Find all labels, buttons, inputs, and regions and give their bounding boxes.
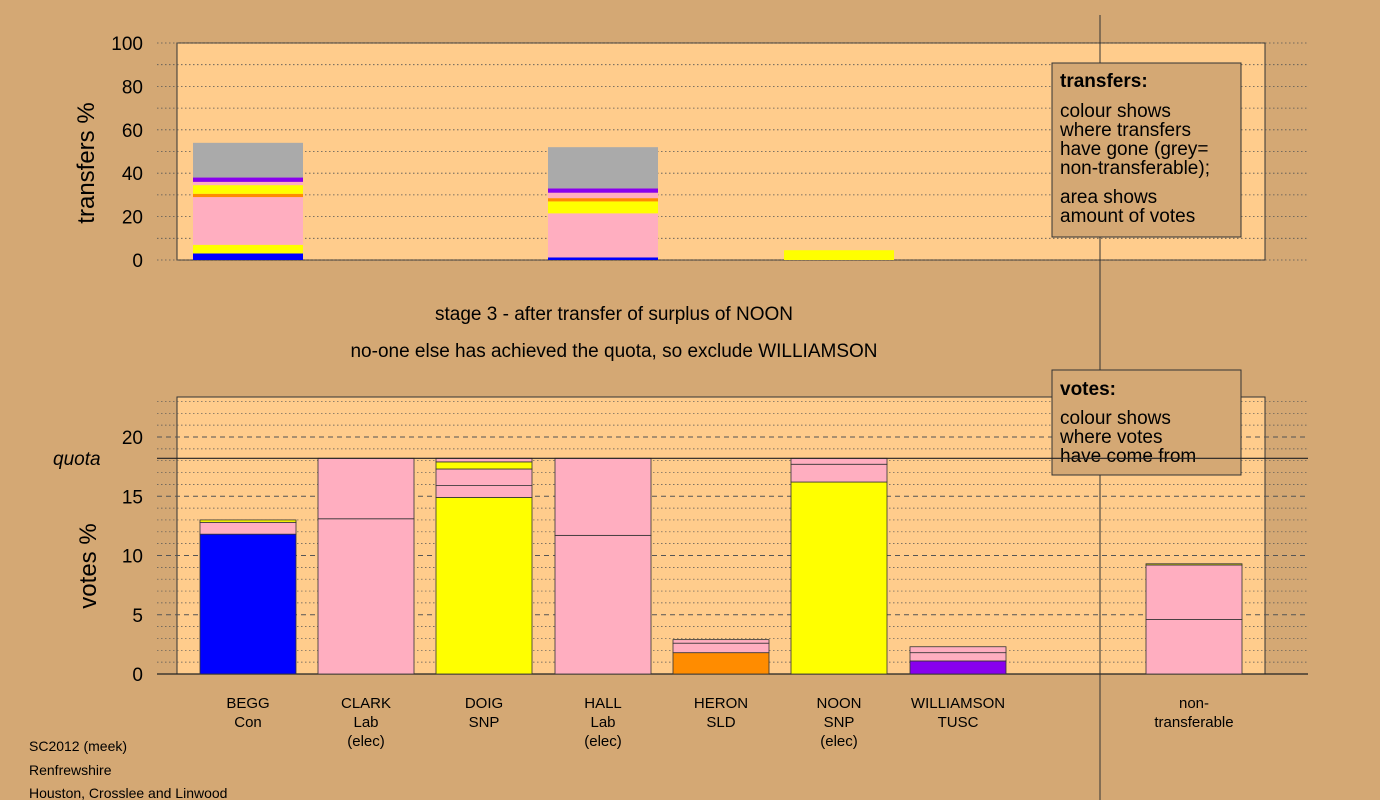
- vote-segment-non-transferable: [1145, 564, 1243, 620]
- vote-segment-noon: [790, 463, 888, 483]
- candidate-label-non-transferable: non-: [1179, 695, 1209, 712]
- transfer-segment-noon: [784, 250, 894, 260]
- votes-legend-line: colour shows: [1060, 408, 1171, 429]
- transfer-segment-hall: [548, 192, 658, 199]
- y-tick-label: 60: [122, 121, 143, 142]
- y-tick-label: 80: [122, 77, 143, 98]
- vote-segment-heron: [672, 642, 770, 654]
- transfer-segment-begg: [193, 177, 303, 182]
- candidate-label-noon: SNP: [824, 714, 855, 731]
- candidate-label-doig: SNP: [469, 714, 500, 731]
- transfer-segment-begg: [193, 142, 303, 178]
- votes-legend-line: where votes: [1059, 427, 1162, 448]
- vote-segment-clark: [317, 518, 415, 675]
- vote-segment-williamson: [909, 660, 1007, 675]
- transfer-segment-begg: [193, 197, 303, 245]
- transfer-segment-hall: [548, 147, 658, 189]
- candidate-label-williamson: WILLIAMSON: [911, 695, 1005, 712]
- transfers-legend-title: transfers:: [1060, 71, 1148, 92]
- transfer-segment-hall: [548, 201, 658, 214]
- vote-segment-noon: [790, 457, 888, 465]
- candidate-label-hall: (elec): [584, 733, 622, 750]
- y-tick-label: 10: [122, 547, 143, 568]
- candidate-label-heron: SLD: [706, 714, 735, 731]
- transfer-segment-hall: [548, 198, 658, 202]
- y-tick-label: 15: [122, 487, 143, 508]
- transfers-legend-line: colour shows: [1060, 101, 1171, 122]
- votes-y-axis-label: votes %: [75, 523, 102, 608]
- footer-election: SC2012 (meek): [29, 738, 127, 754]
- transfers-bars: [193, 142, 894, 260]
- vote-segment-doig: [435, 497, 533, 675]
- vote-segment-noon: [790, 481, 888, 675]
- vote-segment-williamson: [909, 652, 1007, 662]
- candidate-label-clark: Lab: [353, 714, 378, 731]
- y-tick-label: 20: [122, 428, 143, 449]
- quota-label: quota: [53, 449, 101, 470]
- transfers-legend-box: transfers: colour shows where transfers …: [1051, 62, 1242, 238]
- candidate-label-noon: NOON: [817, 695, 862, 712]
- transfer-segment-begg: [193, 253, 303, 260]
- transfer-segment-begg: [193, 244, 303, 254]
- transfers-y-axis-label: transfers %: [73, 102, 100, 223]
- vote-segment-doig: [435, 461, 533, 470]
- candidate-label-doig: DOIG: [465, 695, 503, 712]
- vote-segment-doig: [435, 485, 533, 498]
- vote-segment-begg: [199, 519, 297, 523]
- y-tick-label: 20: [122, 208, 143, 229]
- transfers-legend-line: have gone (grey=: [1060, 139, 1208, 160]
- y-tick-label: 5: [132, 606, 143, 627]
- y-tick-label: 100: [111, 34, 143, 55]
- candidate-label-hall: HALL: [584, 695, 622, 712]
- candidate-label-clark: (elec): [347, 733, 385, 750]
- transfers-legend-line: where transfers: [1059, 120, 1191, 141]
- candidate-label-non-transferable: transferable: [1154, 714, 1233, 731]
- vote-segment-hall: [554, 457, 652, 536]
- vote-segment-heron: [672, 652, 770, 675]
- footer-council: Renfrewshire: [29, 762, 112, 778]
- transfers-legend-line: area shows: [1060, 187, 1157, 208]
- stage-line-2: no-one else has achieved the quota, so e…: [350, 341, 877, 362]
- vote-segment-hall: [554, 534, 652, 675]
- votes-y-ticks: 0 5 10 15 20: [122, 428, 143, 686]
- vote-segment-doig: [435, 468, 533, 486]
- vote-segment-non-transferable: [1145, 619, 1243, 675]
- vote-segment-clark: [317, 457, 415, 520]
- transfers-y-ticks: 0 20 40 60 80 100: [111, 34, 143, 272]
- candidate-label-heron: HERON: [694, 695, 748, 712]
- transfer-segment-hall: [548, 188, 658, 193]
- vote-segment-begg: [199, 533, 297, 675]
- votes-legend-line: have come from: [1060, 446, 1196, 467]
- candidate-label-begg: Con: [234, 714, 262, 731]
- y-tick-label: 0: [132, 251, 143, 272]
- votes-legend-title: votes:: [1060, 379, 1116, 400]
- footer-ward: Houston, Crosslee and Linwood: [29, 785, 227, 800]
- candidate-label-noon: (elec): [820, 733, 858, 750]
- transfer-segment-hall: [548, 213, 658, 258]
- transfers-legend-line: non-transferable);: [1060, 158, 1210, 179]
- transfers-legend-line: amount of votes: [1060, 206, 1195, 227]
- transfer-segment-begg: [193, 185, 303, 194]
- stage-line-1: stage 3 - after transfer of surplus of N…: [435, 304, 793, 325]
- transfer-segment-begg: [193, 193, 303, 198]
- transfer-segment-begg: [193, 181, 303, 186]
- transfer-segment-hall: [548, 257, 658, 260]
- candidate-label-hall: Lab: [590, 714, 615, 731]
- candidate-label-williamson: TUSC: [938, 714, 979, 731]
- votes-bars: [199, 457, 1243, 675]
- vote-segment-non-transferable: [1145, 563, 1243, 566]
- candidate-labels: BEGG Con CLARK Lab (elec) DOIG SNP HALL Lab (elec…: [226, 695, 1233, 750]
- candidate-label-clark: CLARK: [341, 695, 391, 712]
- vote-segment-williamson: [909, 646, 1007, 654]
- votes-panel: 0 5 10 15 20 BEGG Con CLARK Lab (elec) DOIG SNP HAL…: [53, 396, 1308, 750]
- votes-legend-box: votes: colour shows where votes have com…: [1051, 369, 1242, 476]
- vote-segment-heron: [672, 639, 770, 644]
- candidate-label-begg: BEGG: [226, 695, 269, 712]
- y-tick-label: 0: [132, 665, 143, 686]
- vote-segment-begg: [199, 521, 297, 535]
- y-tick-label: 40: [122, 164, 143, 185]
